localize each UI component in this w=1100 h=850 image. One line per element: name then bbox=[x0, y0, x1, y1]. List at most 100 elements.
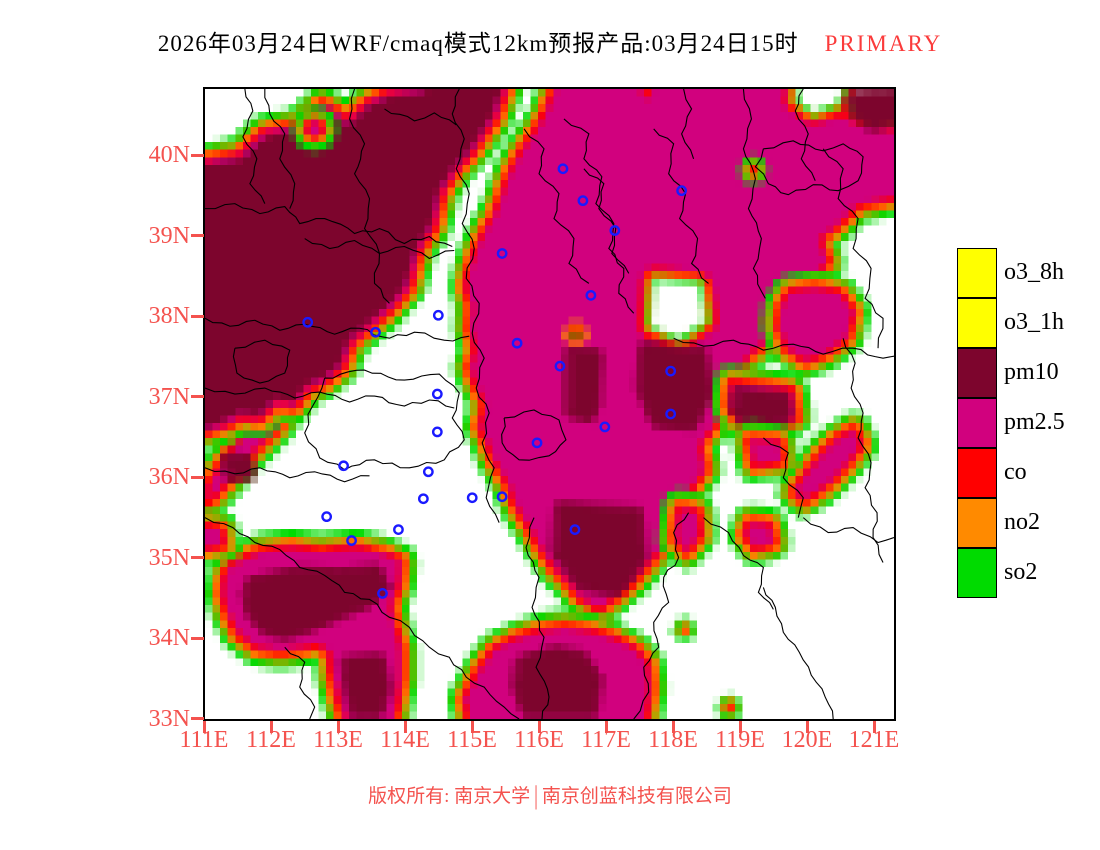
city-marker bbox=[321, 511, 333, 523]
city-marker bbox=[577, 195, 589, 207]
city-marker bbox=[511, 337, 523, 349]
admin-boundary bbox=[384, 108, 457, 126]
footer-left: 版权所有: 南京大学 bbox=[368, 786, 531, 807]
footer-separator: | bbox=[534, 781, 538, 811]
admin-boundary bbox=[304, 369, 465, 471]
lat-tick bbox=[191, 556, 204, 559]
lat-axis-label: 35N bbox=[148, 544, 190, 571]
lon-axis-label: 117E bbox=[581, 727, 631, 753]
city-marker bbox=[431, 426, 443, 438]
city-marker bbox=[417, 493, 429, 505]
legend-swatch-no2 bbox=[957, 498, 997, 548]
city-marker bbox=[554, 360, 566, 372]
lat-axis-label: 40N bbox=[148, 142, 190, 168]
copyright-footer: 版权所有: 南京大学 | 南京创蓝科技有限公司 bbox=[0, 781, 1100, 811]
legend-swatch-pm2.5 bbox=[957, 398, 997, 448]
admin-boundary bbox=[762, 587, 834, 719]
lat-tick bbox=[191, 153, 204, 157]
lat-tick bbox=[191, 475, 204, 479]
page-title: 2026年03月24日WRF/cmaq模式12km预报产品:03月24日15时 P… bbox=[0, 24, 1100, 58]
city-marker bbox=[665, 408, 677, 420]
lon-tick bbox=[671, 721, 675, 733]
admin-boundary bbox=[451, 89, 500, 523]
city-marker bbox=[531, 437, 543, 449]
admin-boundary bbox=[822, 148, 884, 349]
admin-boundary bbox=[633, 512, 690, 719]
lon-axis-label: 114E bbox=[380, 727, 430, 753]
legend-label-co: co bbox=[1004, 459, 1027, 485]
lon-tick bbox=[403, 721, 407, 733]
legend-swatch-o3_1h bbox=[957, 298, 997, 348]
lon-tick bbox=[604, 721, 608, 733]
lon-tick bbox=[470, 721, 474, 733]
legend-label-pm2.5: pm2.5 bbox=[1004, 409, 1065, 435]
lon-tick bbox=[738, 721, 742, 733]
admin-boundary bbox=[232, 339, 291, 384]
city-marker bbox=[346, 535, 357, 546]
lon-axis-label: 119E bbox=[715, 727, 765, 753]
lat-axis-label: 38N bbox=[148, 303, 190, 329]
lon-axis-label: 121E bbox=[848, 727, 900, 753]
admin-boundary bbox=[763, 437, 804, 518]
lon-tick bbox=[805, 721, 809, 733]
city-marker bbox=[665, 365, 677, 377]
lon-tick bbox=[269, 721, 273, 733]
map-frame bbox=[203, 87, 896, 721]
lon-axis-label: 111E bbox=[179, 727, 229, 753]
lon-axis-label: 113E bbox=[313, 727, 363, 753]
city-marker bbox=[393, 524, 404, 535]
lat-axis-label: 34N bbox=[148, 625, 190, 651]
pollutant-raster-canvas bbox=[205, 89, 894, 719]
legend-swatch-o3_8h bbox=[957, 248, 997, 298]
lon-tick bbox=[202, 721, 206, 733]
city-marker bbox=[676, 185, 688, 197]
legend-label-so2: so2 bbox=[1004, 559, 1038, 585]
admin-boundary bbox=[284, 646, 316, 719]
legend-swatch-pm10 bbox=[957, 348, 997, 398]
city-marker bbox=[422, 466, 434, 478]
admin-boundary bbox=[673, 337, 894, 359]
city-marker bbox=[432, 309, 444, 321]
lon-axis-label: 116E bbox=[514, 727, 564, 753]
admin-boundary bbox=[742, 89, 766, 299]
lon-tick bbox=[336, 721, 340, 733]
admin-boundary bbox=[349, 89, 390, 304]
admin-boundary bbox=[703, 517, 774, 610]
lat-tick bbox=[191, 314, 204, 318]
lon-axis-label: 112E bbox=[246, 727, 296, 753]
city-marker bbox=[496, 491, 508, 503]
legend-label-o3_8h: o3_8h bbox=[1004, 259, 1064, 285]
city-marker bbox=[585, 289, 597, 301]
lat-axis-label: 37N bbox=[148, 383, 190, 410]
admin-boundary bbox=[754, 140, 864, 196]
admin-boundary bbox=[842, 338, 884, 563]
city-marker bbox=[338, 460, 349, 472]
legend-swatch-co bbox=[957, 448, 997, 498]
lon-axis-label: 120E bbox=[781, 727, 833, 753]
admin-boundary bbox=[802, 517, 894, 544]
lon-tick bbox=[872, 721, 876, 733]
title-tag-primary: PRIMARY bbox=[824, 31, 943, 56]
city-marker bbox=[557, 163, 569, 175]
admin-boundary bbox=[523, 128, 590, 284]
city-marker bbox=[496, 248, 508, 259]
lat-axis-label: 39N bbox=[148, 222, 190, 249]
city-marker bbox=[569, 524, 581, 535]
legend-label-pm10: pm10 bbox=[1004, 359, 1059, 385]
city-marker bbox=[370, 326, 381, 338]
admin-boundary bbox=[563, 118, 635, 314]
admin-boundary bbox=[501, 409, 567, 461]
admin-boundary bbox=[205, 317, 470, 342]
footer-right: 南京创蓝科技有限公司 bbox=[541, 786, 732, 807]
city-marker bbox=[599, 421, 611, 433]
admin-boundary bbox=[525, 517, 550, 719]
lon-axis-label: 115E bbox=[447, 727, 497, 753]
admin-boundary bbox=[205, 387, 455, 409]
legend-label-o3_1h: o3_1h bbox=[1004, 309, 1064, 335]
admin-boundary bbox=[653, 128, 709, 284]
admin-boundary bbox=[205, 517, 520, 719]
city-marker bbox=[609, 225, 621, 236]
lat-tick bbox=[191, 234, 204, 237]
admin-boundary bbox=[794, 89, 816, 181]
